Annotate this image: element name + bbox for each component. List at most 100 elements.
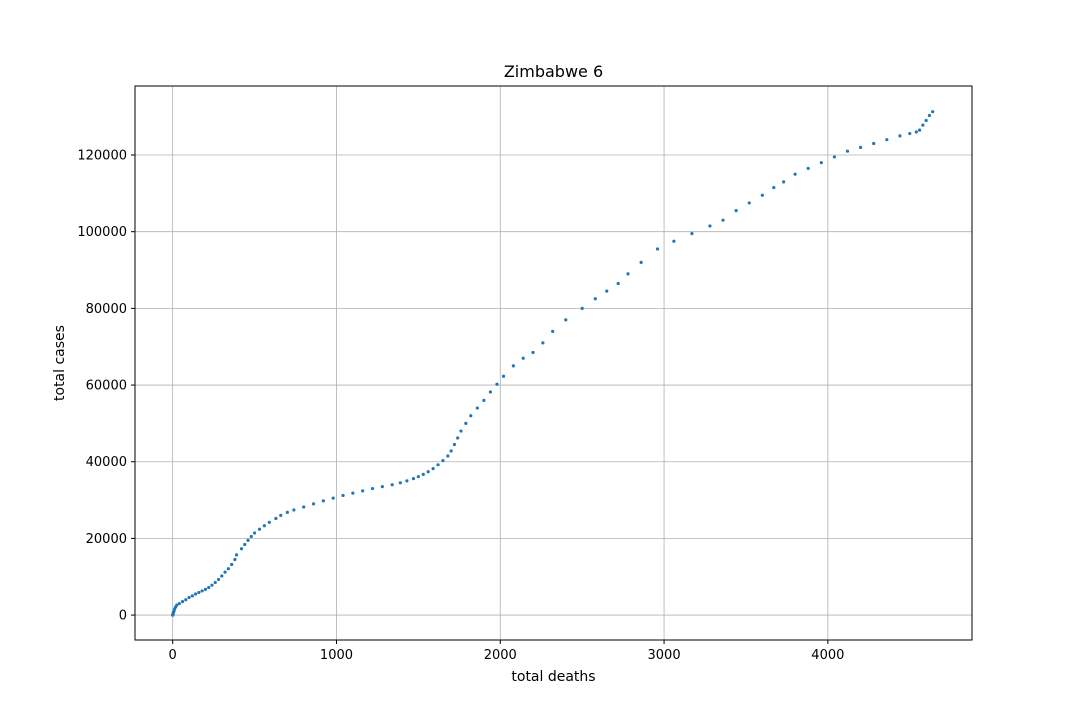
x-tick-label: 3000 — [648, 648, 681, 663]
data-point — [721, 218, 725, 222]
data-point — [302, 505, 306, 509]
data-point — [216, 577, 221, 582]
grid-lines — [135, 86, 972, 640]
y-tick-label: 120000 — [77, 149, 127, 164]
data-point — [180, 600, 185, 604]
y-tick-label: 100000 — [77, 225, 127, 240]
data-point — [551, 329, 555, 333]
data-point — [639, 260, 643, 264]
data-point — [411, 476, 416, 481]
data-point — [421, 472, 425, 476]
data-point — [292, 508, 296, 512]
data-point — [482, 398, 486, 402]
chart-title: Zimbabwe 6 — [504, 62, 603, 81]
data-point — [380, 485, 384, 489]
data-point — [203, 587, 208, 591]
data-point — [885, 138, 889, 142]
data-point — [446, 454, 450, 458]
data-point — [252, 531, 257, 535]
data-point — [806, 166, 810, 171]
data-point — [927, 113, 932, 118]
data-point — [832, 155, 837, 159]
data-point — [405, 479, 409, 483]
data-point — [246, 538, 250, 542]
data-point — [541, 341, 545, 345]
data-point — [234, 553, 239, 557]
y-tick-label: 60000 — [86, 379, 127, 394]
data-point — [924, 118, 928, 123]
data-point — [341, 493, 345, 498]
data-point — [257, 527, 262, 531]
data-point — [872, 141, 876, 146]
data-point — [321, 499, 325, 503]
data-point — [914, 130, 918, 134]
data-point — [311, 502, 316, 506]
data-point — [285, 510, 289, 514]
data-point — [782, 180, 786, 184]
data-point — [243, 542, 247, 547]
data-point — [708, 224, 712, 228]
data-point — [361, 489, 365, 493]
x-tick-label: 4000 — [811, 648, 844, 663]
data-point — [616, 281, 620, 286]
data-point — [213, 580, 217, 585]
data-point — [564, 318, 568, 322]
data-point — [190, 594, 194, 598]
data-point — [239, 547, 244, 551]
data-point — [233, 557, 237, 562]
data-point — [672, 239, 676, 243]
data-point — [452, 442, 457, 447]
data-point — [177, 601, 181, 606]
data-point — [626, 272, 630, 276]
x-axis-ticks: 0 1000 2000 3000 4000 — [169, 640, 844, 663]
data-point — [274, 516, 278, 521]
data-point — [184, 598, 188, 602]
data-point — [187, 595, 191, 600]
data-point — [426, 470, 430, 474]
data-point — [898, 134, 902, 138]
data-point — [690, 232, 694, 236]
data-point — [416, 475, 420, 479]
data-point — [220, 574, 224, 578]
data-point — [593, 297, 597, 301]
data-point — [921, 123, 925, 127]
data-point — [197, 590, 201, 595]
y-tick-label: 80000 — [86, 302, 127, 317]
data-point — [200, 589, 204, 593]
y-tick-label: 40000 — [86, 455, 127, 470]
data-point — [351, 491, 355, 495]
y-tick-label: 0 — [119, 609, 127, 624]
data-point — [210, 583, 214, 587]
x-tick-label: 0 — [169, 648, 177, 663]
data-point — [521, 356, 525, 360]
data-point — [464, 421, 468, 425]
data-point — [531, 350, 535, 355]
data-point — [845, 149, 850, 153]
data-point — [495, 382, 499, 386]
data-point — [734, 209, 738, 213]
data-point — [226, 567, 230, 571]
data-point — [655, 247, 660, 251]
data-point — [449, 449, 453, 453]
data-point — [431, 467, 435, 471]
x-axis-label: total deaths — [511, 669, 595, 685]
data-point — [931, 110, 935, 114]
data-point — [279, 513, 283, 517]
data-point — [175, 603, 179, 607]
data-point — [475, 406, 479, 410]
data-point — [456, 436, 460, 440]
data-point — [441, 458, 445, 463]
data-point — [469, 414, 473, 418]
data-point — [501, 374, 506, 378]
data-point — [793, 172, 797, 176]
data-point — [262, 524, 266, 528]
data-point — [267, 520, 271, 524]
data-point — [249, 534, 253, 539]
data-point — [859, 145, 863, 149]
data-points — [171, 110, 935, 617]
data-point — [370, 486, 375, 491]
data-point — [230, 562, 234, 567]
data-point — [772, 185, 776, 190]
